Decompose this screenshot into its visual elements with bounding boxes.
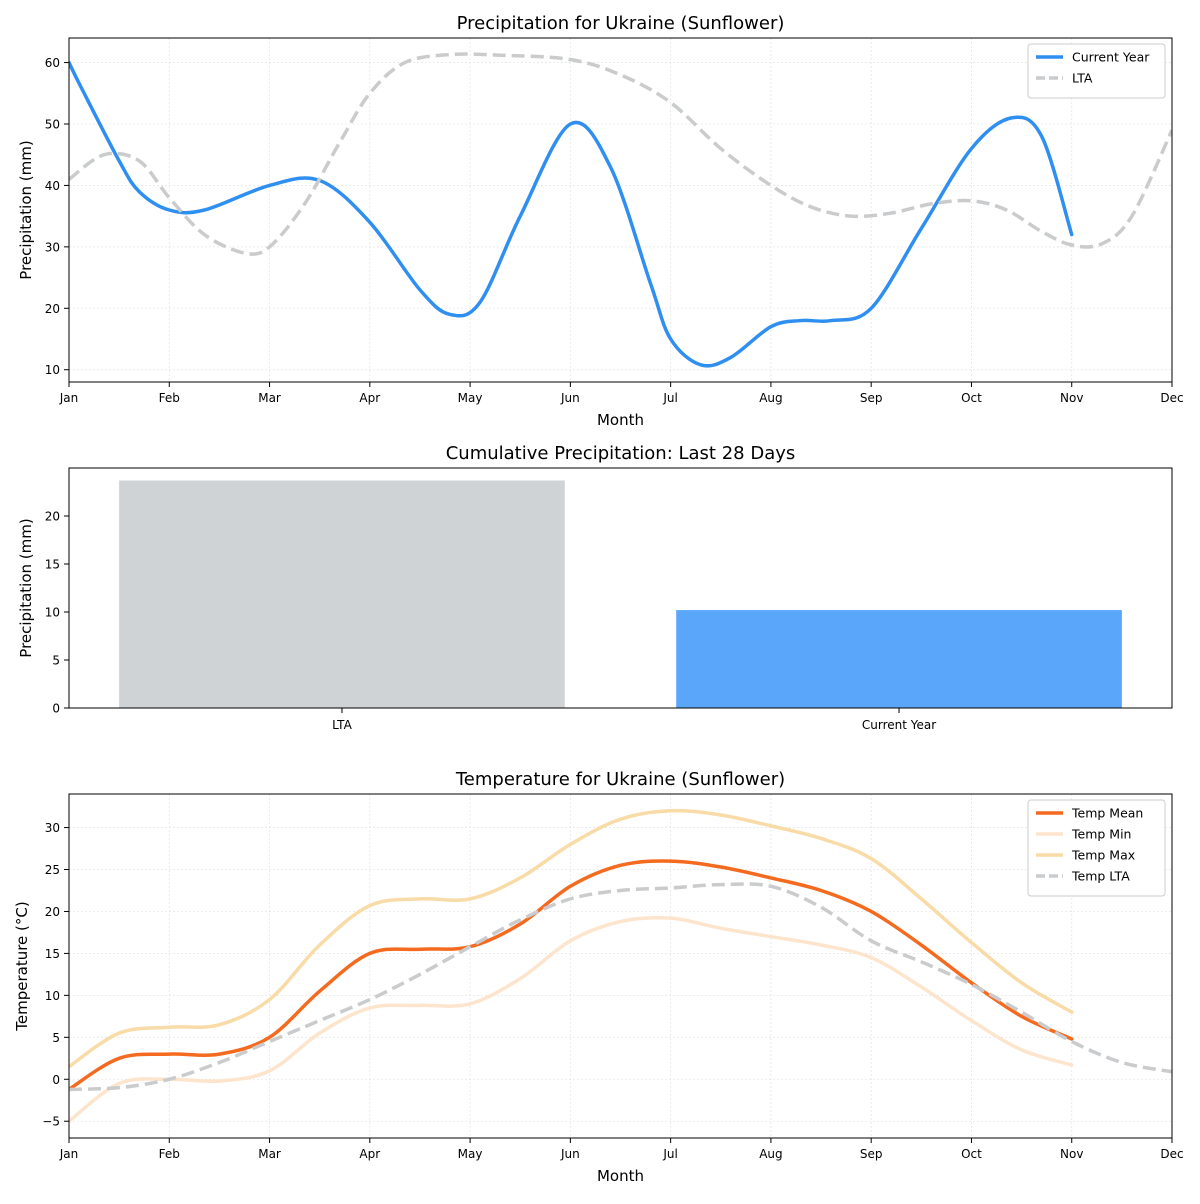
temperature-line-chart: Temperature for Ukraine (Sunflower) Jan Fe…: [13, 769, 1184, 1185]
grid: [68, 794, 1173, 1138]
legend-label-temp-max: Temp Max: [1071, 848, 1135, 863]
cumulative-precipitation-bar-chart: Cumulative Precipitation: Last 28 Days 0 5…: [17, 443, 1173, 732]
x-tick-label-nov: Nov: [1060, 1147, 1083, 1161]
bar-lta: [119, 480, 565, 708]
y-tick-label: 5: [52, 654, 60, 668]
plot-frame: [68, 37, 1173, 383]
x-tick-label-jun: Jun: [560, 391, 580, 405]
x-tick-label-current-year: Current Year: [862, 718, 936, 732]
chart-title: Precipitation for Ukraine (Sunflower): [457, 13, 785, 34]
x-tick-label-sep: Sep: [860, 1147, 883, 1161]
y-tick-label: 25: [45, 863, 60, 877]
x-tick-label-jul: Jul: [662, 391, 677, 405]
x-tick-label-dec: Dec: [1160, 391, 1183, 405]
x-tick-label-jan: Jan: [59, 391, 79, 405]
series-group: [69, 808, 1172, 1123]
series-line-temp-min: [69, 915, 1074, 1123]
chart-title: Temperature for Ukraine (Sunflower): [455, 769, 785, 790]
plot-frame: [68, 793, 1173, 1139]
legend-label-lta: LTA: [1072, 71, 1093, 86]
y-tick-label: 20: [45, 905, 60, 919]
y-tick-label: 10: [45, 989, 60, 1003]
y-tick-label: 20: [45, 302, 60, 316]
legend-label-temp-lta: Temp LTA: [1071, 869, 1130, 884]
x-tick-label-nov: Nov: [1060, 391, 1083, 405]
x-tick-label-feb: Feb: [159, 1147, 180, 1161]
legend: Temp Mean Temp Min Temp Max Temp LTA: [1027, 799, 1166, 897]
legend-box: [1027, 799, 1166, 897]
y-tick-label: −5: [42, 1115, 60, 1129]
bar-current-year: [676, 610, 1122, 708]
chart-title: Cumulative Precipitation: Last 28 Days: [446, 443, 796, 464]
y-axis-label: Precipitation (mm): [17, 140, 35, 279]
y-tick-label: 5: [52, 1031, 60, 1045]
series-group: [69, 52, 1172, 368]
series-line-temp-max: [69, 808, 1074, 1069]
x-tick-label-jul: Jul: [662, 1147, 677, 1161]
plot-frame: [68, 467, 1173, 709]
x-axis-label: Month: [597, 411, 644, 429]
x-tick-label-apr: Apr: [359, 1147, 380, 1161]
legend-label-temp-mean: Temp Mean: [1071, 806, 1143, 821]
x-axis-label: Month: [597, 1167, 644, 1185]
y-tick-label: 15: [45, 947, 60, 961]
series-line-temp-mean: [69, 859, 1074, 1092]
x-tick-label-may: May: [458, 391, 483, 405]
legend-label-temp-min: Temp Min: [1071, 827, 1131, 842]
legend: Current Year LTA: [1027, 43, 1166, 99]
x-tick-label-may: May: [458, 1147, 483, 1161]
y-axis-label: Temperature (°C): [13, 901, 31, 1031]
y-tick-label: 0: [52, 702, 60, 716]
x-tick-label-feb: Feb: [159, 391, 180, 405]
x-tick-label-lta: LTA: [332, 718, 352, 732]
x-tick-label-aug: Aug: [759, 391, 782, 405]
precipitation-line-chart: Precipitation for Ukraine (Sunflower) Jan…: [17, 13, 1184, 429]
y-tick-label: 15: [45, 558, 60, 572]
y-tick-label: 50: [45, 118, 60, 132]
x-tick-label-oct: Oct: [961, 391, 982, 405]
series-line-temp-lta: [69, 882, 1172, 1092]
series-line-current-year: [69, 60, 1074, 368]
legend-label-current-year: Current Year: [1072, 50, 1150, 65]
y-tick-label: 0: [52, 1073, 60, 1087]
y-tick-label: 10: [45, 363, 60, 377]
y-tick-label: 40: [45, 179, 60, 193]
y-tick-label: 30: [45, 821, 60, 835]
x-tick-label-dec: Dec: [1160, 1147, 1183, 1161]
x-tick-label-jan: Jan: [59, 1147, 79, 1161]
x-tick-label-aug: Aug: [759, 1147, 782, 1161]
x-tick-label-jun: Jun: [560, 1147, 580, 1161]
x-tick-label-mar: Mar: [258, 1147, 281, 1161]
x-tick-label-oct: Oct: [961, 1147, 982, 1161]
x-tick-label-mar: Mar: [258, 391, 281, 405]
y-tick-label: 60: [45, 56, 60, 70]
y-axis-label: Precipitation (mm): [17, 518, 35, 657]
x-tick-label-apr: Apr: [359, 391, 380, 405]
y-tick-label: 10: [45, 606, 60, 620]
y-tick-label: 30: [45, 240, 60, 254]
y-tick-label: 20: [45, 510, 60, 524]
x-tick-label-sep: Sep: [860, 391, 883, 405]
series-line-lta: [69, 52, 1172, 256]
